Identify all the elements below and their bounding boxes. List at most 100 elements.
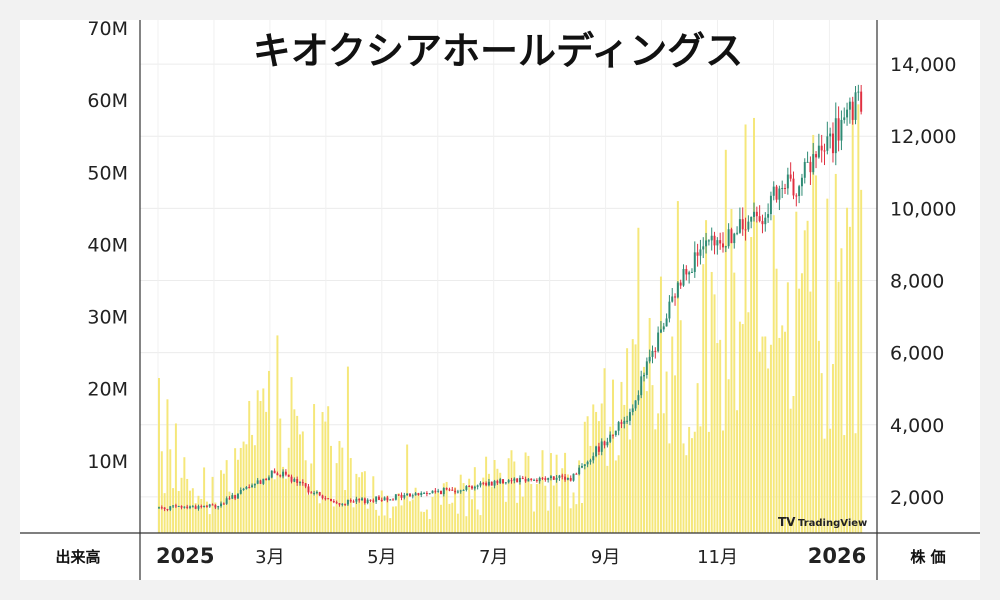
volume-bar <box>496 468 499 533</box>
volume-bar <box>758 351 761 533</box>
volume-bar <box>815 175 818 533</box>
volume-tick-label: 60M <box>87 90 128 112</box>
candle-body <box>327 498 330 500</box>
candle-body <box>707 240 710 242</box>
volume-bar <box>778 337 781 533</box>
candle-body <box>648 356 651 362</box>
tradingview-logo-icon: TV <box>778 515 796 529</box>
volume-bar <box>372 476 375 533</box>
candle-body <box>186 506 189 508</box>
candle-body <box>304 483 307 487</box>
candle-body <box>702 246 705 250</box>
candle-body <box>854 92 857 120</box>
candle-body <box>451 489 454 491</box>
volume-tick-label: 20M <box>87 379 128 401</box>
candle-body <box>606 441 609 446</box>
volume-bar <box>158 378 160 533</box>
candle-body <box>287 474 290 477</box>
candle-body <box>713 235 716 246</box>
candle-body <box>205 505 208 507</box>
candle-body <box>197 506 200 509</box>
volume-bar <box>361 472 364 533</box>
candle-body <box>493 480 496 486</box>
candle-body <box>544 478 547 480</box>
candle-body <box>572 473 575 481</box>
volume-ticks: 10M 20M 30M 40M 50M 60M 70M <box>87 20 128 473</box>
volume-bar <box>369 502 372 533</box>
volume-bar <box>502 480 505 533</box>
volume-bar <box>406 444 409 533</box>
price-tick-label: 8,000 <box>890 271 944 293</box>
volume-bar <box>276 335 279 533</box>
volume-bar <box>693 431 696 533</box>
volume-bar <box>242 441 245 533</box>
volume-bar <box>657 413 660 533</box>
volume-bar <box>769 344 772 533</box>
candle-body <box>848 101 851 110</box>
candle-body <box>834 118 837 154</box>
price-tick-label: 10,000 <box>890 198 956 220</box>
candle-body <box>259 480 262 484</box>
volume-tick-label: 70M <box>87 20 128 40</box>
volume-bar <box>586 416 589 533</box>
candle-body <box>600 441 603 452</box>
candle-body <box>442 487 445 495</box>
candle-body <box>456 491 459 493</box>
candle-body <box>741 219 744 230</box>
volume-bar <box>781 325 784 533</box>
volume-bar <box>538 477 541 533</box>
volume-bar <box>318 503 321 533</box>
volume-bar <box>330 445 332 533</box>
candle-body <box>614 430 617 436</box>
volume-bar <box>817 340 820 533</box>
volume-bar <box>400 505 403 533</box>
volume-bar <box>442 483 445 533</box>
candle-body <box>851 101 854 120</box>
volume-bar <box>826 198 829 533</box>
candle-body <box>468 486 471 488</box>
candle-body <box>273 470 276 474</box>
volume-bar <box>668 443 671 533</box>
volume-bar <box>487 473 490 533</box>
candle-body <box>487 481 490 486</box>
candle-body <box>730 229 733 244</box>
volume-bar <box>547 510 550 533</box>
candle-body <box>279 475 282 477</box>
candle-body <box>829 133 832 137</box>
volume-bar <box>744 124 747 534</box>
volume-bar <box>688 426 691 533</box>
candle-body <box>242 488 245 490</box>
candle-body <box>634 400 637 409</box>
candle-body <box>860 91 863 112</box>
candle-body <box>784 188 787 190</box>
candle-body <box>369 499 372 501</box>
candle-body <box>643 375 646 377</box>
volume-bar <box>411 499 414 533</box>
volume-bar <box>676 201 679 534</box>
volume-bar <box>234 448 237 533</box>
candle-body <box>612 434 614 436</box>
volume-bar <box>775 268 778 533</box>
candle-body <box>564 476 567 480</box>
candle-body <box>558 475 561 478</box>
candle-body <box>809 161 812 173</box>
volume-bar <box>843 435 846 533</box>
price-tick-label: 14,000 <box>890 54 956 76</box>
candle-body <box>583 464 586 466</box>
candle-body <box>386 497 389 501</box>
candle-body <box>645 361 648 376</box>
volume-bar <box>589 445 592 533</box>
volume-bar <box>665 371 668 533</box>
candle-body <box>699 249 702 256</box>
volume-bar <box>535 484 538 533</box>
x-tick-label: 5月 <box>367 547 396 568</box>
candle-body <box>719 240 722 244</box>
volume-bar <box>727 379 730 533</box>
candle-body <box>248 487 251 489</box>
candle-body <box>589 460 592 462</box>
candle-body <box>755 211 758 217</box>
candle-body <box>471 486 473 489</box>
candle-body <box>397 494 400 496</box>
candle-body <box>775 186 778 200</box>
candle-body <box>375 496 378 502</box>
